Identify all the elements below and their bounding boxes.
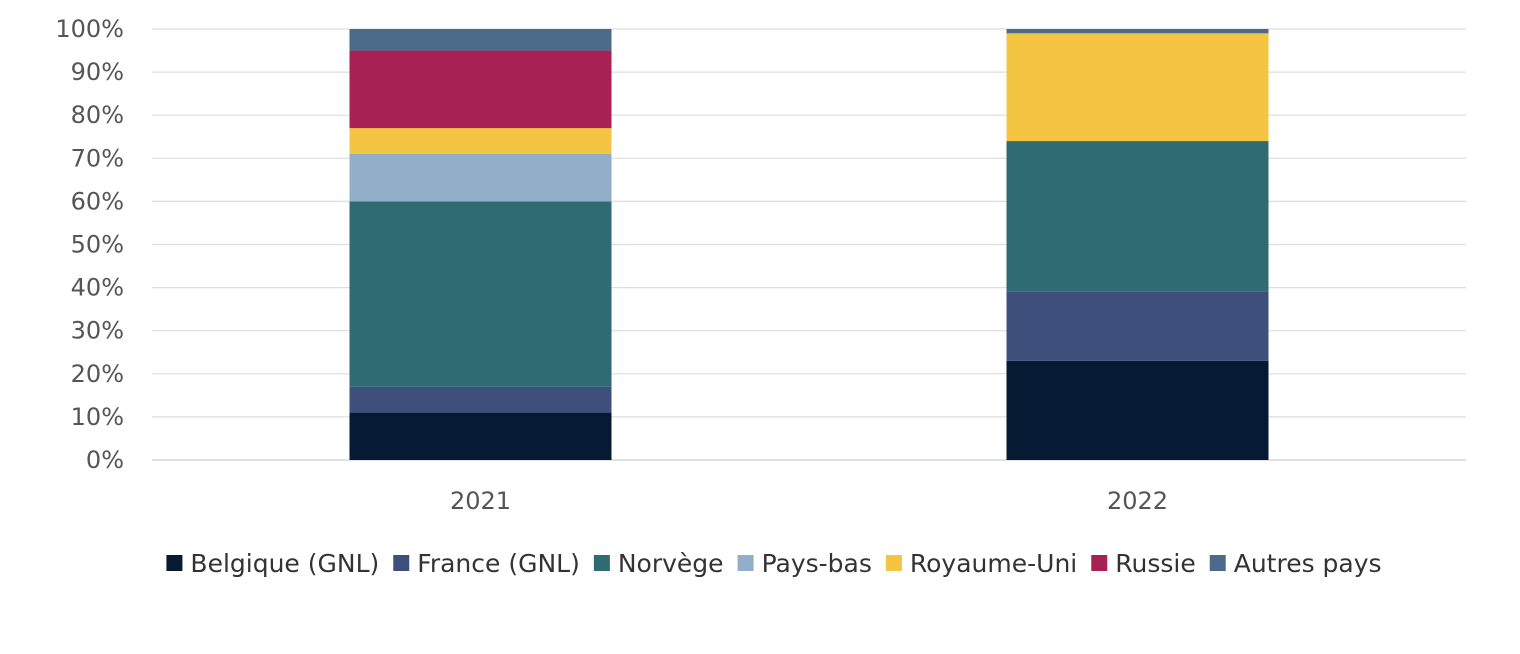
y-tick-label: 0% [86,446,124,474]
legend-swatch [393,555,410,571]
legend-swatch [885,555,902,571]
bar-segment-2021-2 [349,201,612,387]
legend-item: Norvège [593,549,724,578]
legend-swatch [1209,555,1226,571]
y-tick-label: 50% [71,231,124,259]
legend-label: Pays-bas [762,549,872,578]
y-tick-label: 60% [71,187,124,215]
grid-lines [152,28,1466,461]
y-tick-label: 40% [71,274,124,302]
bar-segment-2022-4 [1006,33,1269,142]
y-tick-label: 90% [71,58,124,86]
bar-segment-2022-2 [1006,141,1269,292]
legend-label: Autres pays [1234,549,1382,578]
y-tick-label: 80% [71,101,124,129]
x-tick-label: 2022 [1107,487,1168,515]
bar-segment-2021-4 [349,128,612,154]
bar-segment-2021-1 [349,386,612,413]
legend-swatch [593,555,610,571]
legend-item: Autres pays [1209,549,1382,578]
y-tick-label: 70% [71,144,124,172]
y-tick-label: 100% [55,15,124,43]
legend-swatch [166,555,183,571]
legend-label: Belgique (GNL) [190,549,379,578]
bar-segment-2022-1 [1006,291,1269,361]
legend-label: France (GNL) [417,549,580,578]
legend-item: Pays-bas [737,549,872,578]
x-tick-label: 2021 [450,487,511,515]
bar-segment-2021-5 [349,50,612,129]
y-tick-label: 10% [71,403,124,431]
bar-segment-2021-6 [349,29,612,51]
legend-label: Royaume-Uni [910,549,1077,578]
legend-label: Norvège [618,549,724,578]
bar-segment-2022-6 [1006,29,1269,34]
legend-swatch [737,555,754,571]
legend: Belgique (GNL) France (GNL) Norvège Pays-ba… [166,549,1382,578]
bar-segment-2021-3 [349,153,612,202]
bars [349,29,1269,460]
x-axis-labels: 2021 2022 [450,487,1168,515]
legend-item: France (GNL) [393,549,580,578]
y-axis-ticks: 0% 10% 20% 30% 40% 50% 60% 70% 80% 90% 100% [55,15,124,474]
legend-label: Russie [1115,549,1195,578]
legend-item: Russie [1091,549,1196,578]
legend-swatch [1091,555,1108,571]
y-tick-label: 30% [71,317,124,345]
y-tick-label: 20% [71,360,124,388]
legend-item: Belgique (GNL) [166,549,379,578]
bar-segment-2022-0 [1006,360,1269,460]
legend-item: Royaume-Uni [885,549,1077,578]
bar-segment-2021-0 [349,412,612,460]
